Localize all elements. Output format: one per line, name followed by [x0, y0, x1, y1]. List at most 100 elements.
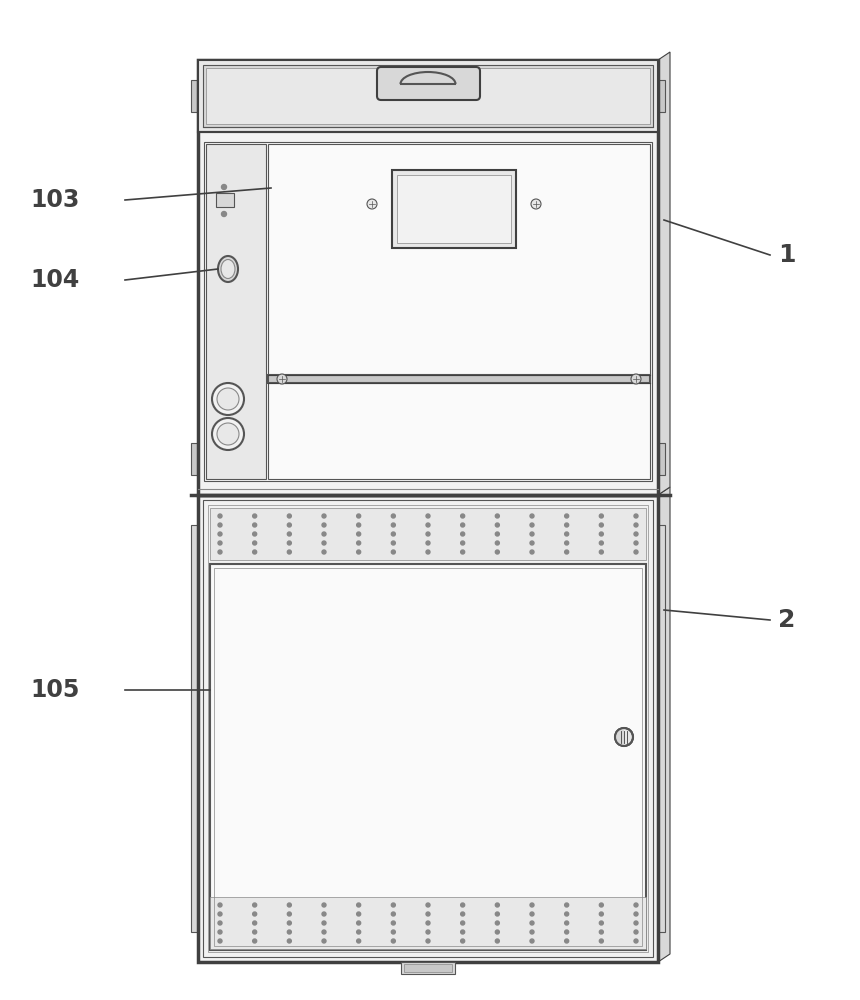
Circle shape — [322, 912, 326, 916]
Polygon shape — [210, 564, 646, 950]
Circle shape — [253, 912, 256, 916]
Circle shape — [218, 939, 222, 943]
Circle shape — [634, 912, 638, 916]
Polygon shape — [191, 443, 198, 475]
Circle shape — [357, 532, 360, 536]
Circle shape — [277, 374, 287, 384]
Polygon shape — [191, 525, 198, 932]
Polygon shape — [216, 193, 234, 207]
Circle shape — [218, 912, 222, 916]
Circle shape — [634, 550, 638, 554]
Circle shape — [565, 912, 568, 916]
Circle shape — [530, 523, 534, 527]
Circle shape — [530, 939, 534, 943]
Circle shape — [599, 939, 604, 943]
Polygon shape — [404, 964, 452, 972]
Circle shape — [495, 903, 500, 907]
Circle shape — [218, 514, 222, 518]
Circle shape — [634, 930, 638, 934]
Circle shape — [634, 532, 638, 536]
Circle shape — [634, 514, 638, 518]
Circle shape — [599, 550, 604, 554]
Circle shape — [357, 550, 360, 554]
Circle shape — [461, 532, 464, 536]
Circle shape — [253, 903, 256, 907]
Circle shape — [217, 388, 239, 410]
Circle shape — [461, 921, 464, 925]
Circle shape — [495, 939, 500, 943]
Circle shape — [495, 912, 500, 916]
Circle shape — [426, 514, 430, 518]
Circle shape — [461, 903, 464, 907]
Circle shape — [222, 212, 226, 217]
Circle shape — [426, 550, 430, 554]
Circle shape — [530, 930, 534, 934]
Polygon shape — [658, 80, 665, 112]
Polygon shape — [401, 962, 455, 974]
Polygon shape — [206, 144, 266, 479]
Text: 104: 104 — [30, 268, 79, 292]
Circle shape — [634, 921, 638, 925]
Circle shape — [253, 930, 256, 934]
Circle shape — [391, 939, 396, 943]
Circle shape — [599, 912, 604, 916]
Circle shape — [218, 903, 222, 907]
Circle shape — [461, 541, 464, 545]
Polygon shape — [204, 142, 652, 481]
Circle shape — [599, 541, 604, 545]
Polygon shape — [658, 525, 665, 932]
Circle shape — [565, 921, 568, 925]
Circle shape — [253, 523, 256, 527]
Ellipse shape — [221, 259, 235, 278]
FancyBboxPatch shape — [377, 67, 480, 100]
Circle shape — [495, 514, 500, 518]
Circle shape — [426, 912, 430, 916]
Text: 2: 2 — [778, 608, 796, 632]
Circle shape — [218, 930, 222, 934]
Circle shape — [530, 550, 534, 554]
Circle shape — [287, 921, 292, 925]
Circle shape — [634, 523, 638, 527]
Circle shape — [391, 550, 396, 554]
Text: 1: 1 — [778, 243, 796, 267]
Circle shape — [253, 514, 256, 518]
Circle shape — [367, 199, 377, 209]
Circle shape — [391, 903, 396, 907]
Circle shape — [287, 523, 292, 527]
Circle shape — [599, 514, 604, 518]
Circle shape — [287, 930, 292, 934]
Circle shape — [322, 514, 326, 518]
Polygon shape — [392, 170, 516, 248]
Polygon shape — [268, 144, 650, 479]
Circle shape — [218, 921, 222, 925]
Circle shape — [391, 523, 396, 527]
Polygon shape — [268, 375, 650, 383]
Circle shape — [391, 514, 396, 518]
Polygon shape — [198, 60, 658, 132]
Circle shape — [461, 939, 464, 943]
Circle shape — [565, 903, 568, 907]
Circle shape — [530, 541, 534, 545]
Circle shape — [212, 383, 244, 415]
Circle shape — [495, 930, 500, 934]
Circle shape — [495, 921, 500, 925]
Circle shape — [218, 550, 222, 554]
Circle shape — [530, 921, 534, 925]
Text: 105: 105 — [30, 678, 79, 702]
Circle shape — [322, 930, 326, 934]
Circle shape — [357, 903, 360, 907]
Circle shape — [615, 728, 633, 746]
Circle shape — [461, 912, 464, 916]
Circle shape — [218, 523, 222, 527]
Circle shape — [426, 939, 430, 943]
Circle shape — [530, 532, 534, 536]
Circle shape — [253, 541, 256, 545]
Circle shape — [287, 550, 292, 554]
Circle shape — [253, 939, 256, 943]
Polygon shape — [206, 68, 650, 124]
Circle shape — [287, 541, 292, 545]
Circle shape — [322, 921, 326, 925]
Circle shape — [461, 514, 464, 518]
Circle shape — [565, 550, 568, 554]
Circle shape — [357, 921, 360, 925]
